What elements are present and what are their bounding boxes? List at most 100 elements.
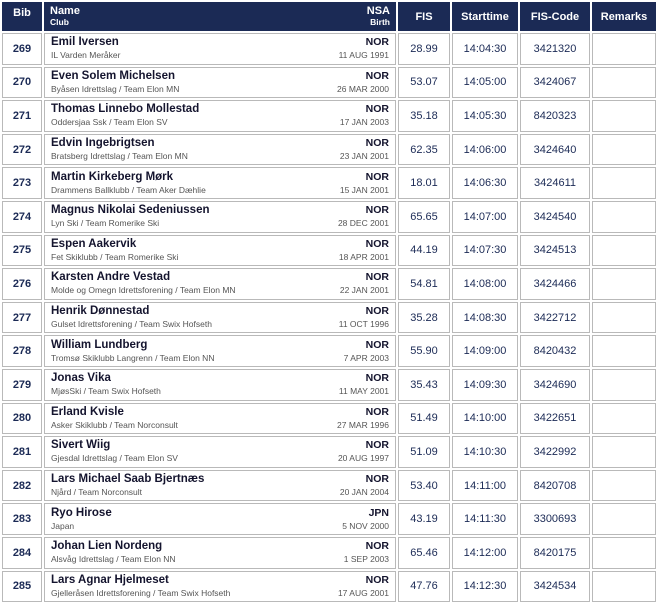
name-cell: Erland Kvisle NOR Asker Skiklubb / Team … [44,402,396,435]
birth-date: 7 APR 2003 [343,352,389,363]
birth-date: 28 DEC 2001 [337,218,389,229]
table-row: 277 Henrik Dønnestad NOR Gulset Idrettsf… [2,301,656,334]
fis-points-cell: 55.90 [398,335,450,367]
starttime-cell: 14:07:30 [452,234,518,267]
fis-points-cell: 65.65 [398,200,450,233]
bib-cell: 279 [2,368,42,401]
starttime-cell: 14:08:30 [452,301,518,334]
nsa-value: NOR [365,305,389,318]
fiscode-cell: 3424466 [520,268,590,300]
club-name: Alsvåg Idrettslag / Team Elon NN [51,554,176,565]
starttime-cell: 14:06:30 [452,167,518,199]
fis-points-cell: 65.46 [398,536,450,569]
fis-points-cell: 35.28 [398,301,450,334]
fiscode-cell: 3424540 [520,200,590,233]
remarks-cell [592,335,656,367]
fis-points-cell: 54.81 [398,268,450,300]
nsa-value: NOR [365,338,389,351]
bib-cell: 284 [2,536,42,569]
club-name: Byåsen Idrettslag / Team Elon MN [51,83,180,94]
fiscode-cell: 8420323 [520,100,590,132]
athlete-name: Magnus Nikolai Sedeniussen [51,204,210,217]
name-cell: William Lundberg NOR Tromsø Skiklubb Lan… [44,335,396,367]
starttime-cell: 14:05:00 [452,66,518,99]
athlete-name: Lars Michael Saab Bjertnæs [51,473,205,486]
table-row: 274 Magnus Nikolai Sedeniussen NOR Lyn S… [2,200,656,233]
athlete-name: Emil Iversen [51,36,119,49]
remarks-cell [592,234,656,267]
bib-cell: 270 [2,66,42,99]
starttime-cell: 14:05:30 [452,100,518,132]
table-row: 280 Erland Kvisle NOR Asker Skiklubb / T… [2,402,656,435]
fiscode-cell: 3424690 [520,368,590,401]
starttime-cell: 14:12:00 [452,536,518,569]
table-row: 278 William Lundberg NOR Tromsø Skiklubb… [2,335,656,367]
nsa-value: NOR [365,271,389,284]
birth-date: 1 SEP 2003 [343,554,389,565]
header-bib: Bib [2,2,42,31]
athlete-name: Edvin Ingebrigtsen [51,137,155,150]
birth-date: 11 AUG 1991 [338,50,389,61]
name-cell: Thomas Linnebo Mollestad NOR Oddersjaa S… [44,100,396,132]
bib-cell: 280 [2,402,42,435]
athlete-name: Karsten Andre Vestad [51,271,171,284]
birth-date: 5 NOV 2000 [342,520,389,531]
fis-points-cell: 28.99 [398,33,450,65]
fiscode-cell: 3424513 [520,234,590,267]
nsa-value: NOR [365,405,389,418]
bib-cell: 281 [2,436,42,468]
header-nsa-label: NSA [366,5,390,17]
fis-points-cell: 47.76 [398,570,450,603]
nsa-value: NOR [365,170,389,183]
club-name: Njård / Team Norconsult [51,487,143,498]
table-row: 273 Martin Kirkeberg Mørk NOR Drammens B… [2,167,656,199]
athlete-name: William Lundberg [51,338,148,351]
bib-cell: 283 [2,503,42,535]
starttime-cell: 14:11:00 [452,469,518,502]
birth-date: 26 MAR 2000 [337,83,389,94]
bib-cell: 271 [2,100,42,132]
club-name: Drammens Ballklubb / Team Aker Dæhlie [51,184,206,195]
fiscode-cell: 8420708 [520,469,590,502]
fiscode-cell: 3300693 [520,503,590,535]
table-row: 282 Lars Michael Saab Bjertnæs NOR Njård… [2,469,656,502]
birth-date: 18 APR 2001 [338,251,389,262]
club-name: IL Varden Meråker [51,50,121,61]
birth-date: 11 MAY 2001 [338,386,389,397]
table-row: 275 Espen Aakervik NOR Fet Skiklubb / Te… [2,234,656,267]
birth-date: 17 AUG 2001 [337,587,389,598]
remarks-cell [592,402,656,435]
birth-date: 15 JAN 2001 [339,184,389,195]
header-fiscode-label: FIS-Code [530,10,580,23]
table-row: 271 Thomas Linnebo Mollestad NOR Oddersj… [2,100,656,132]
birth-date: 11 OCT 1996 [338,319,389,330]
nsa-value: NOR [365,103,389,116]
name-cell: Edvin Ingebrigtsen NOR Bratsberg Idretts… [44,133,396,166]
birth-date: 20 AUG 1997 [337,453,389,464]
athlete-name: Erland Kvisle [51,405,124,418]
remarks-cell [592,503,656,535]
athlete-name: Thomas Linnebo Mollestad [51,103,200,116]
table-body: 269 Emil Iversen NOR IL Varden Meråker 1… [2,33,656,603]
fis-points-cell: 44.19 [398,234,450,267]
name-cell: Ryo Hirose JPN Japan 5 NOV 2000 [44,503,396,535]
header-name-club: Name NSA Club Birth [44,2,396,31]
bib-cell: 278 [2,335,42,367]
starttime-cell: 14:08:00 [452,268,518,300]
bib-cell: 272 [2,133,42,166]
fiscode-cell: 3422651 [520,402,590,435]
table-row: 283 Ryo Hirose JPN Japan 5 NOV 2000 43.1… [2,503,656,535]
club-name: Gjelleråsen Idrettsforening / Team Swix … [51,587,231,598]
table-row: 270 Even Solem Michelsen NOR Byåsen Idre… [2,66,656,99]
nsa-value: NOR [365,372,389,385]
athlete-name: Lars Agnar Hjelmeset [51,573,169,586]
fis-points-cell: 35.18 [398,100,450,132]
starttime-cell: 14:04:30 [452,33,518,65]
header-fis: FIS [398,2,450,31]
nsa-value: NOR [365,439,389,452]
fiscode-cell: 8420175 [520,536,590,569]
bib-cell: 282 [2,469,42,502]
name-cell: Magnus Nikolai Sedeniussen NOR Lyn Ski /… [44,200,396,233]
fiscode-cell: 3424067 [520,66,590,99]
remarks-cell [592,436,656,468]
